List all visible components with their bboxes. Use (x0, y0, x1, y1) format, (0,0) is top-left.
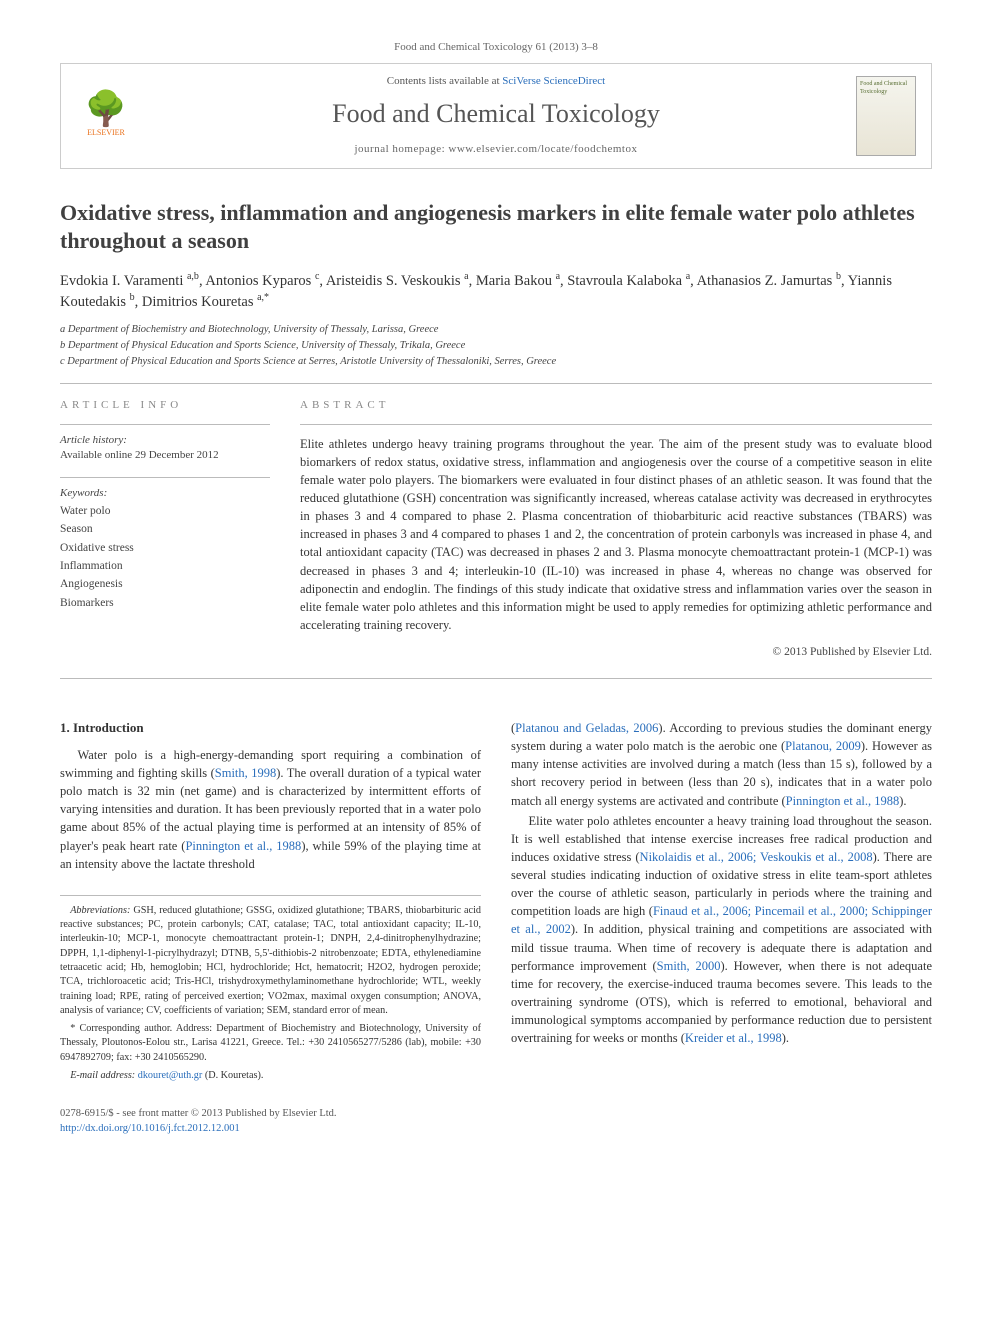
info-rule-1 (60, 424, 270, 425)
abstract-text: Elite athletes undergo heavy training pr… (300, 435, 932, 634)
article-info-heading: ARTICLE INFO (60, 398, 270, 413)
journal-cover-thumb: Food and Chemical Toxicology (856, 76, 916, 156)
history-value: Available online 29 December 2012 (60, 448, 270, 463)
keyword: Water polo (60, 502, 270, 520)
homepage-line: journal homepage: www.elsevier.com/locat… (136, 142, 856, 157)
keywords-label: Keywords: (60, 486, 270, 501)
body-para: Water polo is a high-energy-demanding sp… (60, 746, 481, 873)
author-list: Evdokia I. Varamenti a,b, Antonios Kypar… (60, 270, 932, 312)
keywords-list: Water polo Season Oxidative stress Infla… (60, 502, 270, 612)
sciencedirect-link[interactable]: SciVerse ScienceDirect (502, 75, 605, 87)
keyword: Inflammation (60, 557, 270, 575)
info-rule-2 (60, 477, 270, 478)
elsevier-logo: 🌳 ELSEVIER (76, 81, 136, 151)
affiliation-a: a Department of Biochemistry and Biotech… (60, 322, 932, 338)
journal-name: Food and Chemical Toxicology (136, 96, 856, 132)
corresponding-label: * Corresponding author. (70, 1023, 172, 1034)
tree-icon: 🌳 (85, 93, 127, 127)
homepage-url: www.elsevier.com/locate/foodchemtox (448, 143, 637, 155)
keyword: Season (60, 520, 270, 538)
abstract-heading: ABSTRACT (300, 398, 932, 413)
history-label: Article history: (60, 433, 270, 448)
email-label: E-mail address: (70, 1070, 135, 1081)
keyword: Oxidative stress (60, 539, 270, 557)
email-link[interactable]: dkouret@uth.gr (138, 1070, 203, 1081)
abstract-copyright: © 2013 Published by Elsevier Ltd. (300, 644, 932, 660)
affiliation-b: b Department of Physical Education and S… (60, 338, 932, 354)
body-para: (Platanou and Geladas, 2006). According … (511, 719, 932, 810)
keyword: Angiogenesis (60, 575, 270, 593)
body-para: Elite water polo athletes encounter a he… (511, 812, 932, 1048)
front-matter-line: 0278-6915/$ - see front matter © 2013 Pu… (60, 1107, 932, 1122)
article-title: Oxidative stress, inflammation and angio… (60, 199, 932, 256)
abs-rule (300, 424, 932, 425)
running-head: Food and Chemical Toxicology 61 (2013) 3… (60, 40, 932, 55)
homepage-prefix: journal homepage: (355, 143, 449, 155)
keyword: Biomarkers (60, 594, 270, 612)
section-title: 1. Introduction (60, 719, 481, 738)
affiliation-c: c Department of Physical Education and S… (60, 354, 932, 370)
journal-banner: 🌳 ELSEVIER Contents lists available at S… (60, 63, 932, 168)
footer-meta: 0278-6915/$ - see front matter © 2013 Pu… (60, 1107, 932, 1136)
contents-line: Contents lists available at SciVerse Sci… (136, 74, 856, 89)
footnote-block: Abbreviations: GSH, reduced glutathione;… (60, 895, 481, 1083)
rule-bottom (60, 678, 932, 679)
abbrev-label: Abbreviations: (70, 905, 130, 916)
body-columns: 1. Introduction Water polo is a high-ene… (60, 719, 932, 1087)
doi-link[interactable]: http://dx.doi.org/10.1016/j.fct.2012.12.… (60, 1123, 240, 1134)
abstract-column: ABSTRACT Elite athletes undergo heavy tr… (300, 398, 932, 660)
rule-top (60, 383, 932, 384)
left-column: 1. Introduction Water polo is a high-ene… (60, 719, 481, 1087)
article-info-column: ARTICLE INFO Article history: Available … (60, 398, 270, 660)
email-suffix: (D. Kouretas). (205, 1070, 264, 1081)
abbrev-text: GSH, reduced glutathione; GSSG, oxidized… (60, 905, 481, 1016)
contents-prefix: Contents lists available at (387, 75, 502, 87)
elsevier-label: ELSEVIER (87, 127, 125, 138)
affiliations: a Department of Biochemistry and Biotech… (60, 322, 932, 369)
right-column: (Platanou and Geladas, 2006). According … (511, 719, 932, 1087)
